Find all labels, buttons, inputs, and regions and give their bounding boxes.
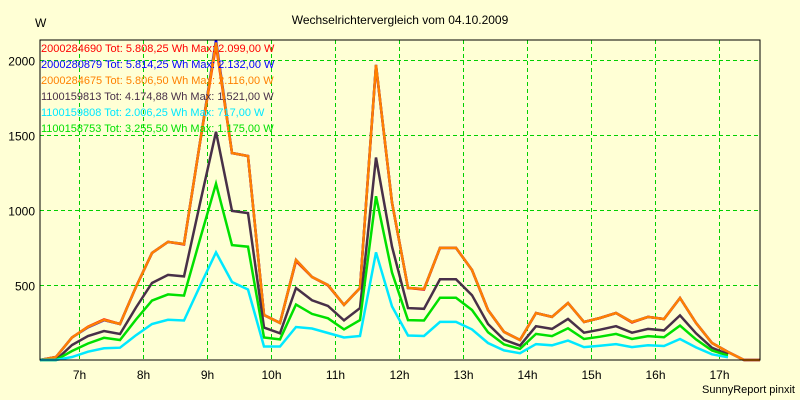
grid: [40, 40, 760, 360]
series-lines: [39, 40, 760, 362]
x-tick-label: 9h: [201, 368, 214, 382]
x-tick-labels: 7h 8h 9h 10h 11h 12h 13h 14h 15h 16h 17h: [73, 368, 730, 382]
legend-entry-1100158753: 1100158753 Tot: 3.255,50 Wh Max: 1.175,0…: [41, 123, 274, 135]
legend-entry-1100159808: 1100159808 Tot: 2.006,25 Wh Max: 717,00 …: [41, 107, 265, 119]
series-line-1100159808: [40, 249, 729, 362]
legend: 2000284690 Tot: 5.808,25 Wh Max: 2.099,0…: [41, 43, 275, 135]
y-tick-label: 1000: [8, 205, 35, 219]
y-tick-label: 2000: [8, 55, 35, 69]
x-tick-label: 13h: [453, 368, 473, 382]
x-tick-label: 16h: [645, 368, 665, 382]
plot-frame: [39, 39, 761, 361]
x-tick-label: 11h: [326, 368, 345, 382]
chart-title: Wechselrichtervergleich vom 04.10.2009: [292, 13, 509, 27]
y-axis-label: W: [35, 16, 47, 30]
y-tick-label: 500: [15, 280, 35, 294]
series-line-2000280879: [39, 40, 760, 362]
y-tick-labels: 500 1000 1500 2000: [8, 55, 35, 294]
footer-credit: SunnyReport pinxit: [702, 384, 795, 396]
series-line-2000284675: [39, 42, 760, 362]
legend-entry-2000284675: 2000284675 Tot: 5.806,50 Wh Max: 2.116,0…: [41, 75, 274, 87]
x-tick-label: 12h: [389, 368, 409, 382]
y-tick-label: 1500: [8, 130, 35, 144]
legend-entry-2000280879: 2000280879 Tot: 5.814,25 Wh Max: 2.132,0…: [41, 59, 275, 71]
x-tick-label: 8h: [137, 368, 150, 382]
series-line-1100158753: [40, 178, 729, 362]
x-tick-label: 14h: [517, 368, 537, 382]
x-tick-label: 17h: [709, 368, 729, 382]
x-tick-label: 10h: [261, 368, 281, 382]
series-line-1100159813: [40, 131, 729, 362]
x-tick-label: 7h: [73, 368, 86, 382]
legend-entry-1100159813: 1100159813 Tot: 4.174,88 Wh Max: 1.521,0…: [41, 91, 274, 103]
legend-entry-2000284690: 2000284690 Tot: 5.808,25 Wh Max: 2.099,0…: [41, 43, 275, 55]
x-tick-label: 15h: [581, 368, 601, 382]
